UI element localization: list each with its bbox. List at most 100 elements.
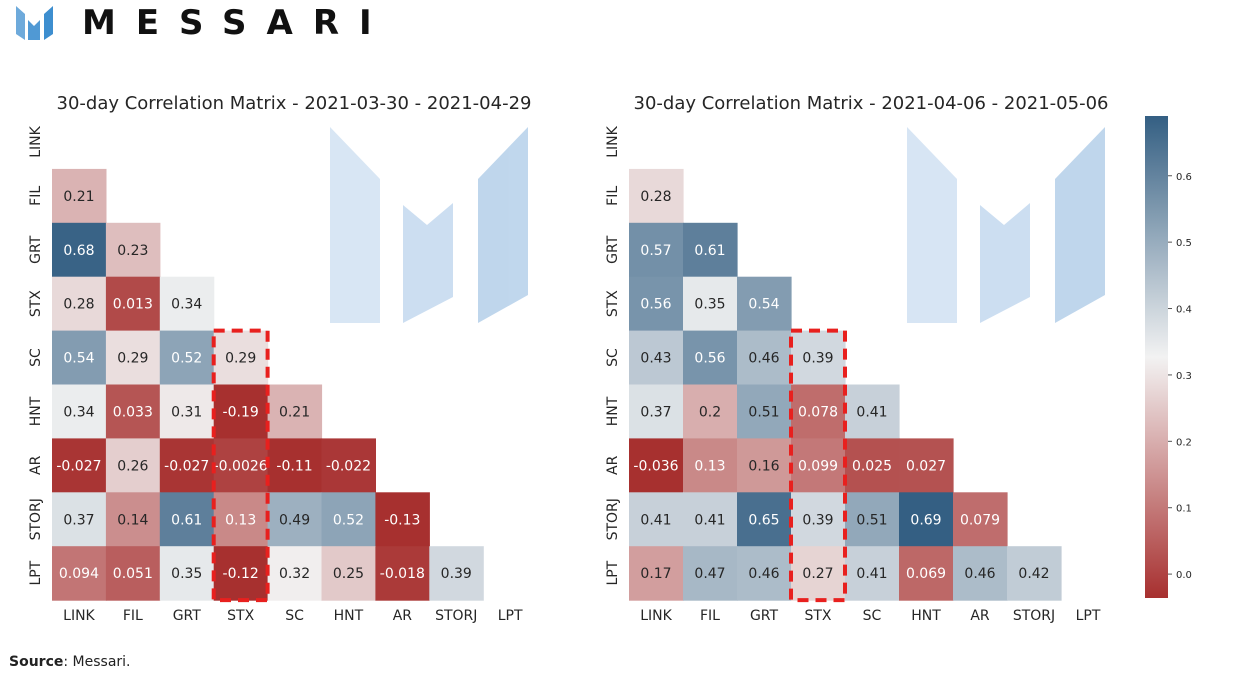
chart-title: 30-day Correlation Matrix - 2021-04-06 -…: [634, 93, 1109, 114]
heatmap-cell: [159, 384, 215, 439]
cell-value-label: 0.2: [699, 404, 721, 420]
cell-value-label: -0.11: [276, 458, 312, 474]
y-tick-label: SC: [605, 348, 621, 367]
cell-value-label: 0.13: [694, 458, 725, 474]
heatmap-cell: [791, 546, 846, 601]
heatmap-cell: [213, 492, 269, 547]
x-tick-label: GRT: [173, 608, 202, 624]
cell-value-label: 0.28: [63, 297, 94, 313]
colorbar-tick-label: 0.4: [1176, 305, 1192, 316]
heatmap-cell: [845, 546, 900, 601]
x-tick-label: GRT: [750, 608, 779, 624]
x-tick-label: LINK: [640, 608, 672, 624]
cell-value-label: 0.37: [640, 404, 671, 420]
x-tick-label: STORJ: [435, 608, 477, 624]
heatmap-cell: [267, 438, 323, 493]
cell-value-label: 0.21: [279, 404, 310, 420]
heatmap-cell: [213, 384, 269, 439]
y-tick-label: SC: [28, 348, 44, 367]
watermark-shape-left: [907, 127, 957, 323]
heatmap-cell: [105, 384, 161, 439]
x-tick-label: AR: [970, 608, 990, 624]
x-tick-label: HNT: [334, 608, 364, 624]
cell-value-label: 0.42: [1018, 566, 1049, 582]
cell-value-label: 0.094: [59, 566, 99, 582]
cell-value-label: 0.46: [964, 566, 995, 582]
cell-value-label: 0.28: [640, 189, 671, 205]
heatmap-cell: [629, 276, 684, 332]
heatmap-cell: [429, 546, 484, 601]
heatmap-cell: [683, 384, 738, 439]
x-tick-label: SC: [285, 608, 304, 624]
watermark-shape-right: [478, 127, 528, 323]
heatmap-cell: [159, 546, 215, 601]
y-tick-label: AR: [28, 455, 44, 475]
cell-value-label: 0.21: [63, 189, 94, 205]
cell-value-label: 0.051: [113, 566, 153, 582]
watermark-logo: [330, 127, 528, 323]
heatmap-cell: [52, 546, 107, 601]
cell-value-label: 0.37: [63, 512, 94, 528]
cell-value-label: -0.19: [223, 404, 259, 420]
heatmap-cell: [845, 438, 900, 493]
cell-value-label: 0.13: [225, 512, 256, 528]
heatmap-cell: [791, 492, 846, 547]
colorbar-tick-label: 0.3: [1176, 371, 1192, 382]
heatmap-cell: [52, 330, 107, 386]
heatmap-cell: [791, 330, 846, 386]
heatmap-cell: [683, 546, 738, 601]
y-tick-label: FIL: [28, 186, 44, 206]
cell-value-label: -0.13: [384, 512, 420, 528]
cell-value-label: 0.68: [63, 243, 94, 259]
heatmap-cell: [105, 438, 161, 493]
heatmap-cell: [683, 330, 738, 386]
cell-value-label: 0.025: [852, 458, 892, 474]
cell-value-label: 0.41: [640, 512, 671, 528]
cell-value-label: 0.69: [910, 512, 941, 528]
heatmap-cell: [629, 168, 684, 224]
source-note: Source: Messari.: [9, 654, 131, 670]
cell-value-label: 0.49: [279, 512, 310, 528]
cell-value-label: 0.54: [63, 351, 94, 367]
heatmap-cell: [899, 492, 954, 547]
heatmap-cell: [52, 276, 107, 332]
y-tick-label: LINK: [605, 125, 621, 157]
heatmap-cell: [683, 492, 738, 547]
cell-value-label: -0.0026: [214, 458, 268, 474]
cell-value-label: -0.022: [326, 458, 371, 474]
heatmap-cell: [52, 438, 107, 493]
highlight-column-box: [211, 328, 270, 603]
y-tick-label: STX: [28, 290, 44, 317]
heatmap-cell: [737, 546, 792, 601]
cell-value-label: 0.29: [225, 351, 256, 367]
y-tick-label: FIL: [605, 186, 621, 206]
colorbar-tick-label: 0.0: [1176, 570, 1192, 581]
colorbar: 0.0 0.1 0.2 0.3 0.4 0.5 0.6: [1145, 116, 1192, 598]
cell-value-label: 0.46: [748, 351, 779, 367]
heatmap-cell: [683, 222, 738, 278]
cell-value-label: 0.17: [640, 566, 671, 582]
source-label: Source: [9, 654, 64, 670]
watermark-shape-right: [1055, 127, 1105, 323]
cell-value-label: 0.57: [640, 243, 671, 259]
cell-value-label: 0.27: [802, 566, 833, 582]
heatmap-cell: [159, 438, 215, 493]
x-tick-label: STORJ: [1013, 608, 1055, 624]
cell-value-label: 0.26: [117, 458, 148, 474]
heatmap-cell: [52, 168, 107, 224]
heatmap-cell: [105, 546, 161, 601]
heatmap-cell: [629, 330, 684, 386]
heatmap-cell: [105, 276, 161, 332]
cell-value-label: -0.036: [633, 458, 678, 474]
heatmap-cell: [105, 222, 161, 278]
x-tick-label: HNT: [911, 608, 941, 624]
cell-value-label: 0.39: [802, 351, 833, 367]
cell-value-label: 0.52: [333, 512, 364, 528]
heatmap-cell: [375, 492, 430, 547]
messari-logo-icon: [16, 6, 53, 40]
heatmap-cell: [899, 438, 954, 493]
cell-value-label: 0.61: [694, 243, 725, 259]
correlation-matrix-2: 30-day Correlation Matrix - 2021-04-06 -…: [605, 93, 1108, 624]
heatmap-cell: [845, 492, 900, 547]
brand-name: MESSARI: [82, 3, 392, 43]
